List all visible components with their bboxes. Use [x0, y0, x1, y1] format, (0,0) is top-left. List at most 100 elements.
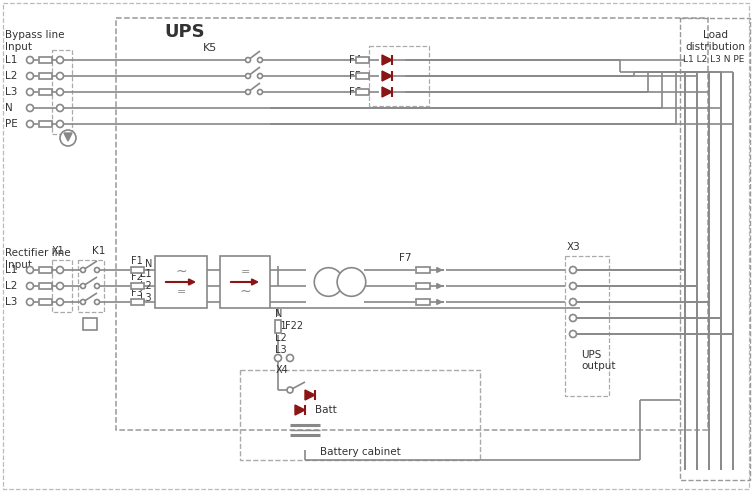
Text: L2: L2: [275, 333, 287, 343]
Bar: [38, 283, 51, 289]
Circle shape: [26, 57, 34, 63]
Text: F6: F6: [350, 87, 362, 97]
Circle shape: [80, 268, 86, 273]
Bar: [38, 89, 51, 95]
Text: F2: F2: [131, 272, 143, 282]
Text: F5: F5: [350, 71, 362, 81]
Circle shape: [56, 72, 63, 80]
Text: X3: X3: [567, 242, 581, 252]
Bar: [416, 283, 430, 289]
Text: L1: L1: [141, 269, 152, 279]
Circle shape: [569, 331, 577, 338]
Circle shape: [60, 130, 76, 146]
Bar: [275, 319, 281, 333]
Circle shape: [337, 268, 365, 296]
Text: ~: ~: [239, 285, 251, 299]
Text: Bypass line: Bypass line: [5, 30, 65, 40]
Bar: [131, 267, 144, 273]
Text: Battery cabinet: Battery cabinet: [320, 447, 400, 457]
Circle shape: [56, 104, 63, 112]
Text: F3: F3: [131, 288, 143, 298]
Text: PE: PE: [5, 119, 18, 129]
Bar: [83, 318, 97, 330]
Circle shape: [26, 267, 34, 274]
Text: ~: ~: [175, 265, 186, 279]
Bar: [38, 57, 51, 63]
Circle shape: [287, 387, 293, 393]
Bar: [416, 299, 430, 305]
Text: F7: F7: [399, 253, 411, 263]
Circle shape: [56, 121, 63, 127]
Circle shape: [80, 283, 86, 288]
Circle shape: [95, 283, 99, 288]
Text: K5: K5: [203, 43, 217, 53]
Circle shape: [257, 73, 262, 79]
Circle shape: [569, 314, 577, 321]
Circle shape: [314, 268, 343, 296]
Bar: [38, 299, 51, 305]
Text: L3: L3: [5, 297, 17, 307]
Text: Batt: Batt: [315, 405, 337, 415]
Text: Input: Input: [5, 260, 32, 270]
Bar: [565, 256, 609, 396]
Text: X1: X1: [52, 246, 65, 256]
Circle shape: [569, 282, 577, 289]
Text: N: N: [144, 259, 152, 269]
Circle shape: [56, 299, 63, 306]
Text: UPS: UPS: [581, 350, 602, 360]
Text: UPS: UPS: [165, 23, 205, 41]
Text: L3: L3: [141, 293, 152, 303]
Bar: [356, 89, 368, 95]
Bar: [356, 73, 368, 79]
Text: L1 L2 L3 N PE: L1 L2 L3 N PE: [684, 56, 744, 64]
Text: F4: F4: [350, 55, 362, 65]
Bar: [52, 260, 72, 312]
Circle shape: [95, 300, 99, 305]
Bar: [680, 18, 750, 480]
Circle shape: [56, 89, 63, 95]
Circle shape: [245, 90, 250, 94]
Circle shape: [26, 89, 34, 95]
Circle shape: [257, 90, 262, 94]
Circle shape: [56, 57, 63, 63]
Text: =: =: [241, 267, 250, 277]
Bar: [38, 267, 51, 273]
Text: L2: L2: [5, 281, 17, 291]
Text: Load: Load: [702, 30, 727, 40]
Text: Rectifier line: Rectifier line: [5, 248, 71, 258]
Circle shape: [26, 121, 34, 127]
Text: N: N: [5, 103, 13, 113]
Polygon shape: [64, 133, 72, 141]
Text: L3: L3: [5, 87, 17, 97]
Circle shape: [26, 72, 34, 80]
Text: F22: F22: [285, 321, 303, 331]
Bar: [52, 50, 72, 134]
Text: L1: L1: [5, 265, 17, 275]
Bar: [416, 267, 430, 273]
Polygon shape: [295, 405, 305, 415]
Bar: [369, 46, 429, 106]
Circle shape: [95, 268, 99, 273]
Text: L3: L3: [275, 345, 287, 355]
Circle shape: [26, 104, 34, 112]
Circle shape: [245, 58, 250, 62]
Bar: [240, 370, 480, 460]
Bar: [155, 256, 207, 308]
Text: N: N: [275, 309, 282, 319]
Circle shape: [26, 299, 34, 306]
Bar: [220, 256, 270, 308]
Text: =: =: [176, 287, 186, 297]
Bar: [78, 260, 104, 312]
Text: distribution: distribution: [685, 42, 745, 52]
Text: K1: K1: [92, 246, 105, 256]
Text: output: output: [581, 361, 615, 371]
Circle shape: [287, 355, 293, 362]
Polygon shape: [305, 390, 315, 400]
Circle shape: [569, 267, 577, 274]
Circle shape: [569, 299, 577, 306]
Circle shape: [245, 73, 250, 79]
Text: L2: L2: [5, 71, 17, 81]
Bar: [356, 57, 368, 63]
Bar: [116, 18, 708, 430]
Circle shape: [80, 300, 86, 305]
